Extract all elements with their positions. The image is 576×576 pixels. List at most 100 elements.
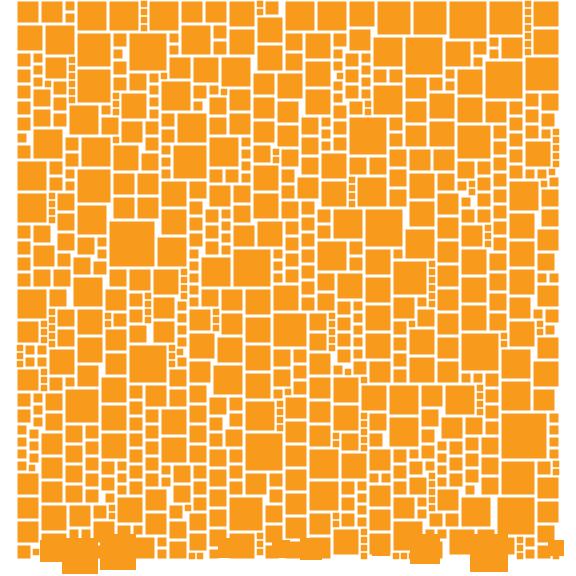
mosaic-tile [209,117,227,135]
mosaic-tile [349,29,371,51]
mosaic-tile [17,521,39,543]
mosaic-tile [533,389,555,411]
mosaic-tile [28,464,36,472]
mosaic-tile [461,305,487,331]
mosaic-tile [85,425,99,439]
mosaic-tile [293,381,307,395]
mosaic-tile [457,161,475,179]
mosaic-tile [500,332,508,340]
mosaic-tile [17,161,47,191]
mosaic-tile [17,25,43,51]
mosaic-tile [17,497,39,519]
mosaic-tile [489,1,523,35]
mosaic-tile [253,165,279,191]
mosaic-tile [437,465,447,475]
mosaic-tile [537,525,555,543]
mosaic-tile [468,180,476,188]
mosaic-tile [121,93,147,119]
mosaic-tile [229,449,243,463]
mosaic-tile [65,153,79,167]
mosaic-tile [177,325,187,335]
mosaic-tile [25,357,35,367]
mosaic-tile [40,376,48,384]
mosaic-tile [221,289,243,311]
mosaic-tile [301,157,319,175]
mosaic-tile [193,57,219,83]
mosaic-tile [509,165,523,179]
mosaic-tile [485,373,499,387]
mosaic-tile [133,525,143,535]
mosaic-tile [113,145,139,171]
mosaic-tile [17,449,27,459]
mosaic-tile [100,534,136,570]
mosaic-tile [257,221,283,247]
mosaic-tile [33,129,63,159]
mosaic-tile [209,509,227,527]
mosaic-tile [360,444,368,452]
mosaic-tile [276,408,284,416]
mosaic-tile [104,312,112,320]
mosaic-tile [161,145,171,155]
mosaic-tile [473,57,483,67]
mosaic-tile [17,101,31,115]
mosaic-tile [445,81,455,91]
mosaic-tile [209,417,223,431]
mosaic-tile [449,1,487,39]
mosaic-tile [153,269,179,295]
mosaic-tile [421,385,443,407]
mosaic-tile [218,538,238,558]
mosaic-tile [273,349,291,367]
mosaic-tile [161,129,175,143]
mosaic-tile [101,405,127,431]
mosaic-tile [441,417,463,439]
mosaic-tile [309,377,331,399]
mosaic-tile [265,1,279,15]
mosaic-tile [113,197,135,219]
mosaic-tile [272,156,280,164]
mosaic-tile [189,333,215,359]
mosaic-tile [17,145,31,159]
mosaic-tile [201,289,219,307]
mosaic-tile [104,320,112,328]
mosaic-tile [157,537,167,547]
mosaic-tile [369,433,383,447]
mosaic-tile [17,461,27,471]
mosaic-tile [541,129,551,139]
mosaic-tile [29,453,39,463]
mosaic-tile [373,69,387,83]
mosaic-tile [437,217,459,239]
mosaic-tile [48,324,56,332]
mosaic-tile [389,149,407,167]
mosaic-tile [445,385,475,415]
mosaic-tile [548,540,564,556]
mosaic-tile [101,117,119,135]
mosaic-tile [405,125,427,147]
mosaic-tile [301,137,319,155]
mosaic-tile [309,353,331,375]
mosaic-tile [273,369,291,387]
mosaic-tile [524,48,532,56]
mosaic-tile [549,273,559,283]
mosaic-tile [169,33,179,43]
mosaic-tile [285,253,299,267]
mosaic-tile [229,89,251,111]
mosaic-tile [537,501,559,523]
mosaic-tile [40,320,48,328]
mosaic-tile [357,517,367,527]
mosaic-tile [461,197,471,207]
mosaic-tile [117,485,127,495]
mosaic-tile [133,537,155,559]
mosaic-tile [129,309,143,323]
mosaic-tile [493,173,507,187]
mosaic-tile [497,497,535,535]
mosaic-tile [149,73,159,83]
mosaic-tile [344,368,352,376]
mosaic-tile [332,432,340,440]
mosaic-tile [461,249,487,275]
mosaic-tile [417,309,435,327]
mosaic-tile [297,177,319,199]
mosaic-tile [65,13,75,23]
mosaic-tile [461,225,483,247]
mosaic-tile [373,37,403,67]
